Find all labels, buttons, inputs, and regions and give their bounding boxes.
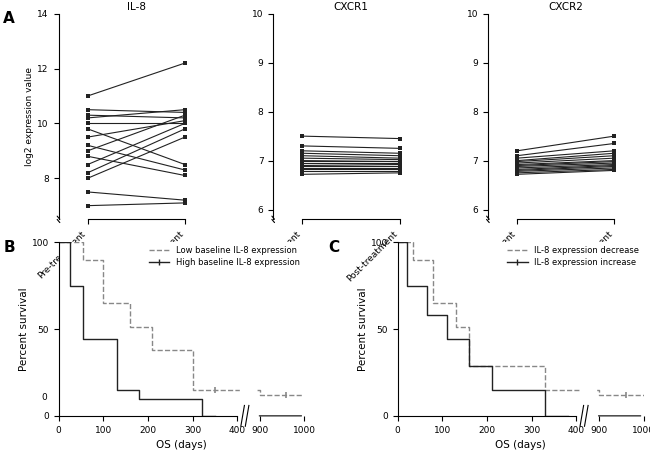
Y-axis label: Percent survival: Percent survival — [358, 287, 368, 371]
Y-axis label: log2 expression value: log2 expression value — [25, 67, 34, 166]
Title: IL-8: IL-8 — [127, 1, 146, 11]
X-axis label: OS (days): OS (days) — [156, 440, 207, 450]
Y-axis label: Percent survival: Percent survival — [19, 287, 29, 371]
Title: CXCR2: CXCR2 — [548, 1, 583, 11]
Legend: Low baseline IL-8 expression, High baseline IL-8 expression: Low baseline IL-8 expression, High basel… — [149, 246, 300, 267]
Text: 0: 0 — [42, 393, 47, 402]
Bar — [580, 242, 595, 416]
Bar — [240, 242, 257, 416]
Text: A: A — [3, 11, 15, 27]
X-axis label: OS (days): OS (days) — [495, 440, 546, 450]
Text: C: C — [328, 240, 339, 255]
Title: CXCR1: CXCR1 — [333, 1, 369, 11]
Legend: IL-8 expression decrease, IL-8 expression increase: IL-8 expression decrease, IL-8 expressio… — [507, 246, 640, 267]
Text: B: B — [3, 240, 15, 255]
